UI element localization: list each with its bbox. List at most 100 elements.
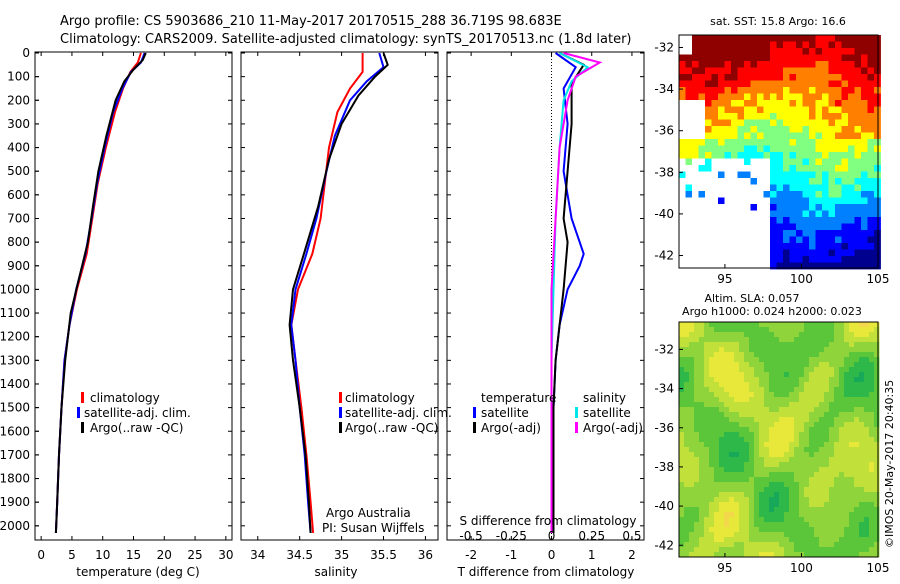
sla-cell xyxy=(834,462,840,468)
sst-cell xyxy=(867,217,875,224)
sla-cell xyxy=(694,477,700,483)
sla-cell xyxy=(814,412,820,418)
sst-cell xyxy=(744,256,751,263)
sst-cell xyxy=(757,80,764,88)
sla-cell xyxy=(714,492,720,498)
sla-cell xyxy=(874,392,880,398)
sst-cell xyxy=(828,48,836,55)
sla-cell xyxy=(699,447,705,453)
sst-cell xyxy=(854,119,862,127)
sst-cell xyxy=(796,204,803,211)
sst-cell xyxy=(835,139,842,146)
sst-cell xyxy=(731,48,738,55)
sla-cell xyxy=(709,357,715,363)
sst-cell xyxy=(789,93,797,101)
sla-cell xyxy=(779,432,785,438)
sla-cell xyxy=(714,517,720,523)
sla-cell xyxy=(779,447,785,453)
sla-cell xyxy=(769,512,775,518)
sla-cell xyxy=(859,377,865,383)
sla-cell xyxy=(814,347,820,353)
sla-cell xyxy=(784,402,790,408)
sla-cell xyxy=(844,482,850,488)
legend-title-salinity: salinity xyxy=(583,391,626,405)
sla-cell xyxy=(764,402,770,408)
sla-cell xyxy=(719,552,725,558)
sst-cell xyxy=(731,256,738,263)
sla-cell xyxy=(874,517,880,523)
sla-cell xyxy=(819,357,825,363)
sst-cell xyxy=(737,197,745,205)
sla-cell xyxy=(714,447,720,453)
sla-cell xyxy=(819,342,825,348)
sla-cell xyxy=(814,397,820,403)
sla-cell xyxy=(704,427,710,433)
sst-cell xyxy=(776,139,784,146)
sst-cell xyxy=(711,249,719,257)
sla-cell xyxy=(829,382,835,388)
sst-cell xyxy=(822,197,829,205)
sla-cell xyxy=(684,527,690,533)
sst-cell xyxy=(763,262,771,270)
sla-cell xyxy=(829,387,835,393)
sla-cell xyxy=(864,457,870,463)
sla-cell xyxy=(749,547,755,553)
sla-cell xyxy=(829,462,835,468)
sla-cell xyxy=(809,347,815,353)
sla-cell xyxy=(779,497,785,503)
sst-cell xyxy=(776,145,784,153)
sst-cell xyxy=(796,113,803,120)
sla-cell xyxy=(724,407,730,413)
sla-cell xyxy=(829,517,835,523)
sla-cell xyxy=(814,392,820,398)
sla-cell xyxy=(779,362,785,368)
sst-cell xyxy=(744,204,751,211)
sla-cell xyxy=(684,387,690,393)
sst-cell xyxy=(763,145,771,153)
sla-cell xyxy=(704,387,710,393)
sla-cell xyxy=(809,527,815,533)
sst-cell xyxy=(757,210,764,218)
sla-cell xyxy=(864,422,870,428)
sla-cell xyxy=(714,552,720,558)
sst-cell xyxy=(789,61,797,68)
sla-cell xyxy=(709,447,715,453)
sst-cell xyxy=(711,126,719,133)
sla-cell xyxy=(814,537,820,543)
sla-cell xyxy=(729,477,735,483)
sla-cell xyxy=(709,452,715,458)
sst-cell xyxy=(867,139,875,146)
sla-cell xyxy=(684,512,690,518)
sla-cell xyxy=(724,327,730,333)
sla-cell xyxy=(854,387,860,393)
sla-cell xyxy=(689,437,695,443)
sst-cell xyxy=(698,262,706,270)
sla-cell xyxy=(779,357,785,363)
sla-cell xyxy=(744,432,750,438)
sst-cell xyxy=(835,126,842,133)
sst-cell xyxy=(802,93,810,101)
sla-cell xyxy=(824,487,830,493)
sst-cell xyxy=(854,132,862,140)
sla-cell xyxy=(859,327,865,333)
sst-cell xyxy=(711,41,719,49)
sla-cell xyxy=(844,467,850,473)
sla-cell xyxy=(689,372,695,378)
sst-cell xyxy=(757,132,764,140)
sla-cell xyxy=(689,547,695,553)
sla-cell xyxy=(704,492,710,498)
sla-cell xyxy=(864,352,870,358)
sla-cell xyxy=(779,412,785,418)
sla-cell xyxy=(804,422,810,428)
sla-cell xyxy=(754,327,760,333)
sla-cell xyxy=(864,387,870,393)
sst-cell xyxy=(854,41,862,49)
sla-cell xyxy=(749,532,755,538)
sst-cell xyxy=(815,230,823,237)
sla-cell xyxy=(739,492,745,498)
sla-cell xyxy=(769,342,775,348)
sla-cell xyxy=(704,512,710,518)
sla-cell xyxy=(824,472,830,478)
sla-cell xyxy=(869,517,875,523)
sla-cell xyxy=(784,432,790,438)
